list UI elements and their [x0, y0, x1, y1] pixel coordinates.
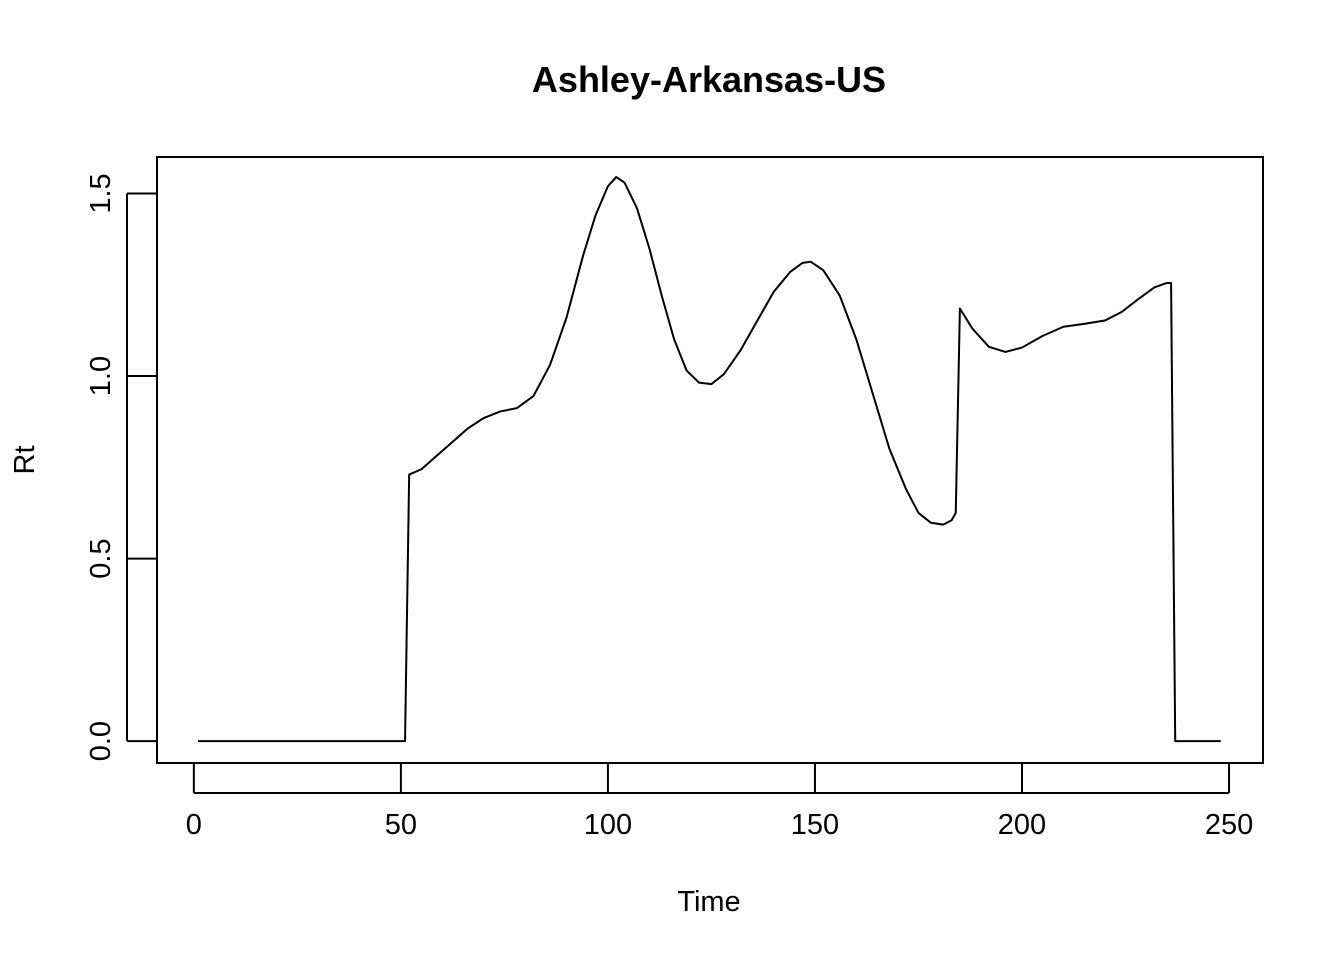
y-axis-label: Rt — [9, 446, 41, 475]
x-axis-label: Time — [677, 886, 740, 918]
y-tick-label: 0.0 — [85, 721, 117, 761]
x-axis: 0 50 100 150 200 250 — [186, 763, 1253, 841]
rt-series-line — [197, 176, 1221, 743]
y-axis: 0.0 0.5 1.0 1.5 — [85, 173, 157, 761]
x-tick-label: 200 — [998, 809, 1046, 841]
x-tick-label: 0 — [186, 809, 202, 841]
plot-area-box — [156, 156, 1264, 764]
y-tick-label: 0.5 — [85, 538, 117, 578]
x-tick-label: 150 — [791, 809, 839, 841]
x-tick-label: 50 — [385, 809, 417, 841]
y-tick-label: 1.0 — [85, 356, 117, 396]
chart-title: Ashley-Arkansas-US — [532, 59, 886, 100]
x-tick-label: 250 — [1205, 809, 1253, 841]
y-tick-label: 1.5 — [85, 173, 117, 213]
x-tick-label: 100 — [584, 809, 632, 841]
